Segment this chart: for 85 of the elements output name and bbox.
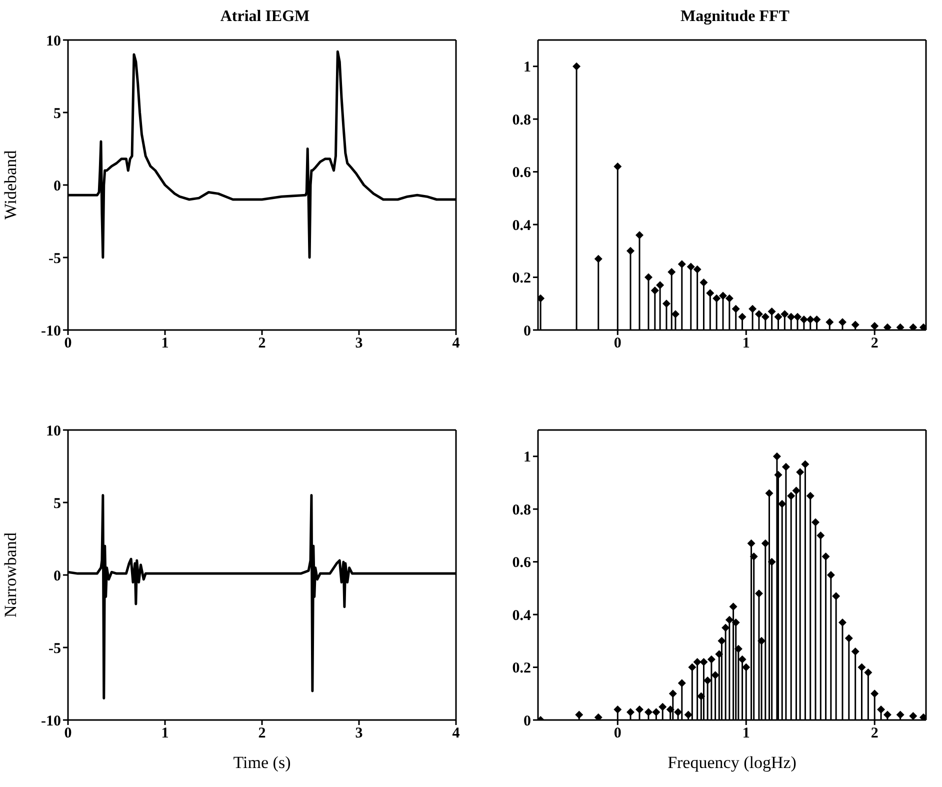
point (700, 278, 708, 287)
y-tick-label: 5 (54, 106, 61, 122)
point (538, 294, 545, 302)
point (668, 268, 676, 276)
chart-title: Magnitude FFT (680, 7, 790, 27)
x-tick-label: 0 (614, 726, 622, 742)
point (851, 320, 860, 329)
x-tick-label: 4 (452, 726, 460, 742)
y-tick-label: 10 (46, 423, 61, 440)
x-tick-label: 3 (355, 336, 363, 352)
point (787, 312, 796, 321)
point (693, 265, 702, 274)
point (896, 323, 904, 330)
point (870, 322, 879, 330)
point (919, 323, 926, 330)
point (774, 312, 782, 321)
y-axis-title: Narrowband (1, 532, 20, 618)
x-tick-label: 2 (870, 336, 878, 352)
point (732, 304, 740, 313)
y-tick-label: -5 (48, 250, 61, 267)
point (671, 310, 680, 318)
x-tick-label: 2 (870, 726, 878, 742)
point (738, 312, 746, 321)
y-tick-label: 0.8 (512, 502, 531, 518)
x-axis-title: Time (s) (233, 753, 291, 772)
x-tick-label: 0 (64, 726, 72, 742)
y-tick-label: -5 (48, 640, 61, 657)
point (761, 312, 770, 321)
point (635, 231, 644, 240)
point (644, 273, 652, 282)
point (572, 62, 581, 70)
point (656, 281, 664, 290)
y-tick-label: 0.4 (512, 218, 532, 234)
point (780, 310, 789, 318)
x-tick-label: 1 (161, 726, 169, 742)
x-tick-label: 3 (355, 726, 363, 742)
y-tick-label: 0.2 (512, 660, 531, 677)
point (826, 318, 834, 326)
y-tick-label: 5 (54, 496, 61, 512)
point (768, 308, 776, 316)
point (754, 310, 763, 318)
point (614, 162, 622, 171)
point (594, 254, 602, 263)
point (650, 286, 659, 294)
point (883, 323, 892, 330)
x-tick-label: 2 (258, 726, 266, 742)
y-tick-label: -10 (41, 323, 61, 340)
y-tick-label: -10 (41, 713, 61, 730)
point (838, 318, 846, 326)
y-tick-label: 0 (524, 323, 531, 340)
point (812, 315, 821, 324)
y-tick-label: 0 (54, 178, 61, 194)
x-axis-title: Frequency (logHz) (668, 753, 796, 772)
y-tick-label: 1 (524, 450, 531, 466)
point (800, 315, 808, 324)
x-tick-label: 2 (258, 336, 266, 352)
point (909, 323, 918, 330)
x-tick-label: 0 (614, 336, 622, 352)
y-tick-label: 0.6 (512, 555, 532, 572)
x-tick-label: 4 (452, 336, 460, 352)
y-tick-label: 1 (524, 60, 531, 76)
point (712, 294, 721, 302)
y-tick-label: 0.2 (512, 270, 531, 287)
point (626, 246, 635, 255)
y-axis-title: Wideband (1, 150, 20, 220)
x-tick-label: 1 (161, 336, 169, 352)
y-tick-label: 0.6 (512, 165, 532, 182)
point (678, 260, 686, 268)
y-tick-label: 0.4 (512, 608, 532, 624)
y-tick-label: 10 (46, 33, 61, 50)
chart-title: Atrial IEGM (219, 7, 311, 27)
point (662, 300, 670, 308)
point (794, 312, 802, 321)
point (725, 294, 734, 302)
x-tick-label: 1 (742, 336, 750, 352)
y-tick-label: 0 (54, 568, 61, 584)
point (706, 289, 714, 298)
x-tick-label: 1 (742, 726, 750, 742)
point (686, 262, 695, 271)
point (806, 315, 814, 324)
x-tick-label: 0 (64, 336, 72, 352)
y-tick-label: 0.8 (512, 112, 531, 128)
point (719, 292, 728, 300)
point (748, 304, 757, 313)
y-tick-label: 0 (524, 713, 531, 730)
